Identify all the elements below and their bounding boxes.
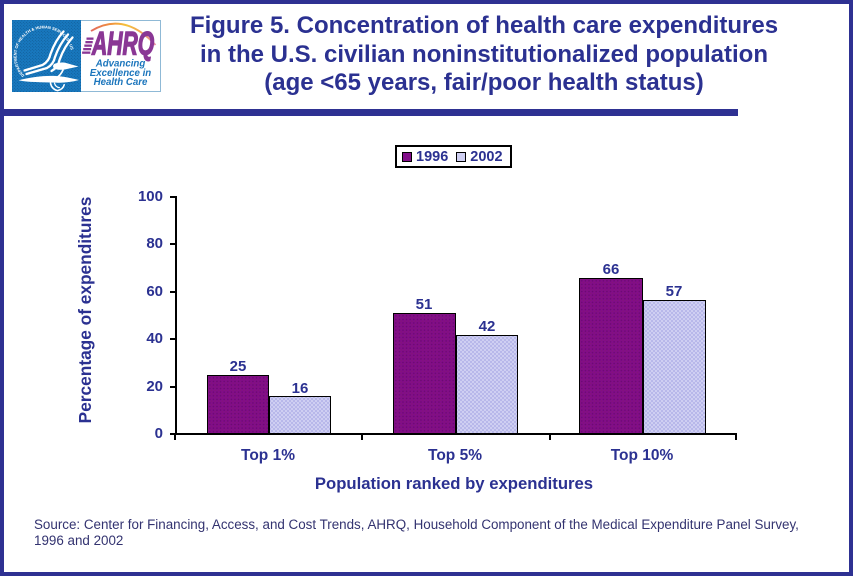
svg-text:Health Care: Health Care bbox=[94, 77, 148, 88]
svg-text:Excellence in: Excellence in bbox=[90, 68, 151, 79]
svg-text:AHRQ: AHRQ bbox=[91, 25, 154, 62]
svg-text:Advancing: Advancing bbox=[95, 58, 146, 69]
